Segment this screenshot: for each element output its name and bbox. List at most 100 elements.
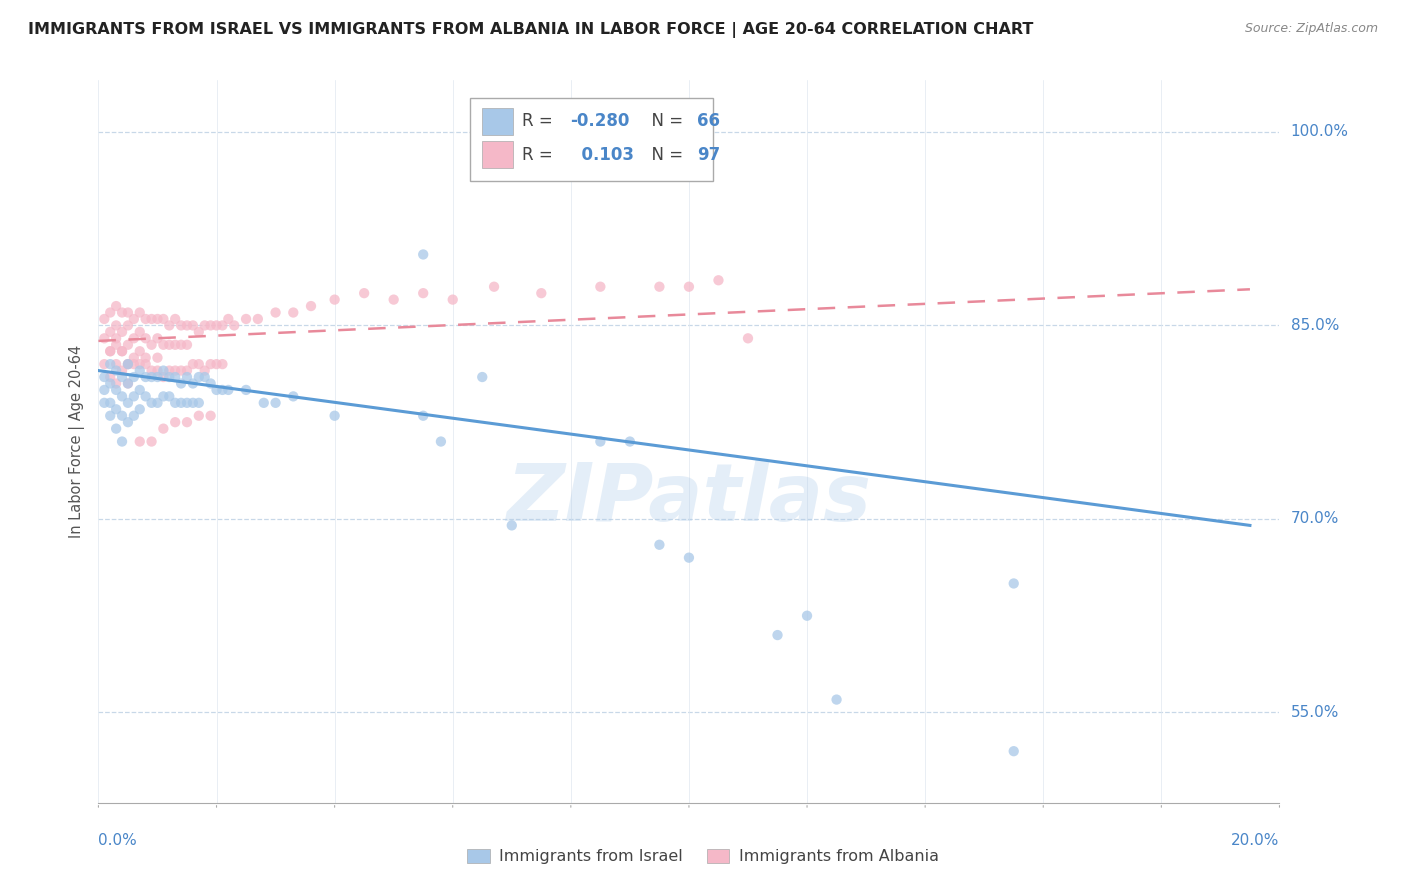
Point [211,318,233,333]
Text: 70.0%: 70.0% [1291,511,1339,526]
Point [93,312,115,326]
Point [471,370,494,384]
Point [98,376,121,391]
Point [170,376,193,391]
Point [157,389,180,403]
Point [105,318,128,333]
Point [246,312,269,326]
Point [353,286,375,301]
Bar [482,141,513,169]
Text: 55.0%: 55.0% [1291,705,1339,720]
Point [117,396,139,410]
Point [111,434,134,449]
Point [117,357,139,371]
Point [648,279,671,293]
Point [122,312,145,326]
Point [165,338,187,352]
Point [766,628,789,642]
Point [135,389,157,403]
Text: 20.0%: 20.0% [1232,833,1279,848]
Point [165,312,187,326]
Point [93,396,115,410]
Point [181,318,204,333]
Point [412,286,434,301]
Point [170,363,193,377]
Text: 0.0%: 0.0% [98,833,138,848]
Point [122,389,145,403]
Point [105,383,128,397]
Point [181,376,204,391]
Point [648,538,671,552]
Point [1002,744,1025,758]
Point [176,338,198,352]
Point [128,325,150,339]
Point [135,357,157,371]
Point [194,318,217,333]
Point [98,396,121,410]
Point [128,344,150,359]
Point [141,396,163,410]
Point [412,247,434,261]
Point [707,273,730,287]
Point [128,357,150,371]
Point [111,325,134,339]
Point [117,376,139,391]
Point [146,331,169,345]
Point [165,415,187,429]
Point [165,363,187,377]
Point [93,357,115,371]
Point [98,357,121,371]
Point [176,415,198,429]
Point [146,363,169,377]
Point [111,370,134,384]
Point [128,383,150,397]
Point [128,305,150,319]
Point [122,351,145,365]
Point [412,409,434,423]
Point [105,299,128,313]
Text: 100.0%: 100.0% [1291,124,1348,139]
Point [194,370,217,384]
Point [187,357,209,371]
Point [1002,576,1025,591]
Text: 97: 97 [697,145,720,164]
Point [200,376,222,391]
Point [187,409,209,423]
Point [217,312,239,326]
Point [482,279,505,293]
Point [187,396,209,410]
Point [441,293,464,307]
Point [235,312,257,326]
Point [98,344,121,359]
Point [98,305,121,319]
Text: R =: R = [523,145,558,164]
Point [152,338,174,352]
Legend: Immigrants from Israel, Immigrants from Albania: Immigrants from Israel, Immigrants from … [461,842,945,871]
Point [105,376,128,391]
Point [141,312,163,326]
Point [825,692,848,706]
Point [283,305,305,319]
Text: N =: N = [641,145,688,164]
Point [135,331,157,345]
Point [264,305,287,319]
Point [105,357,128,371]
Y-axis label: In Labor Force | Age 20-64: In Labor Force | Age 20-64 [69,345,86,538]
Point [135,351,157,365]
Bar [482,108,513,136]
Point [200,357,222,371]
Point [157,370,180,384]
Text: ZIPatlas: ZIPatlas [506,460,872,539]
FancyBboxPatch shape [471,98,713,181]
Point [111,389,134,403]
Point [111,409,134,423]
Point [589,279,612,293]
Point [589,434,612,449]
Point [98,370,121,384]
Point [200,318,222,333]
Point [111,344,134,359]
Point [152,312,174,326]
Point [176,370,198,384]
Point [146,312,169,326]
Point [135,312,157,326]
